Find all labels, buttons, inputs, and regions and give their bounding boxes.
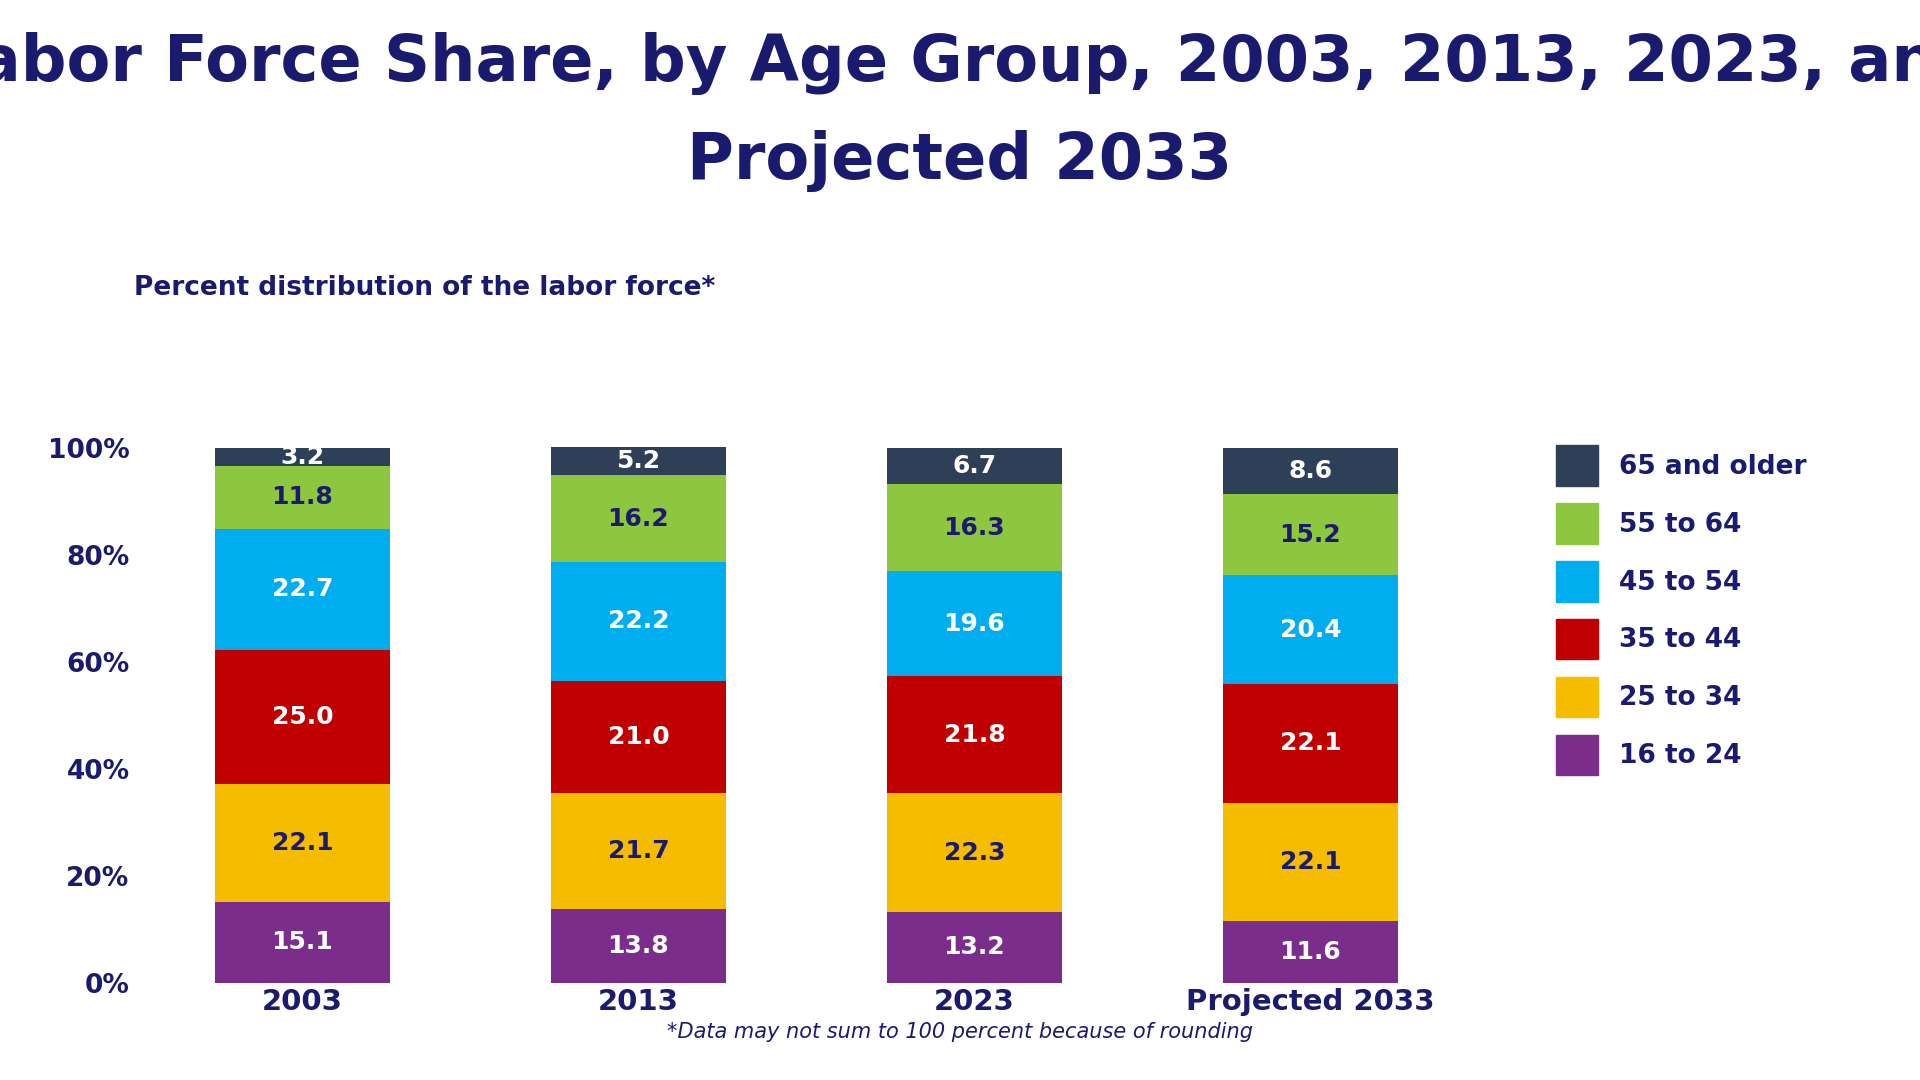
Bar	[551, 909, 726, 983]
Text: *Data may not sum to 100 percent because of rounding: *Data may not sum to 100 percent because…	[666, 1022, 1254, 1042]
Text: Percent distribution of the labor force*: Percent distribution of the labor force*	[134, 275, 716, 301]
Text: 11.8: 11.8	[271, 485, 334, 509]
Text: 21.7: 21.7	[607, 839, 670, 863]
Text: 15.2: 15.2	[1279, 523, 1342, 546]
Bar	[215, 448, 390, 465]
Bar	[215, 902, 390, 983]
Bar	[1223, 448, 1398, 494]
Text: 22.7: 22.7	[271, 578, 334, 602]
Text: 3.2: 3.2	[280, 445, 324, 469]
Text: 16.2: 16.2	[607, 507, 670, 530]
Bar	[1223, 494, 1398, 576]
Text: 5.2: 5.2	[616, 449, 660, 473]
Text: 22.1: 22.1	[271, 831, 334, 855]
Text: 13.8: 13.8	[607, 934, 670, 958]
Text: Projected 2033: Projected 2033	[687, 130, 1233, 191]
Bar	[551, 562, 726, 680]
Text: 11.6: 11.6	[1279, 940, 1342, 963]
Text: 19.6: 19.6	[943, 612, 1006, 636]
Text: 22.3: 22.3	[943, 840, 1006, 865]
Text: 25.0: 25.0	[271, 705, 334, 729]
Text: 22.1: 22.1	[1279, 731, 1342, 755]
Text: 15.1: 15.1	[271, 930, 334, 955]
Bar	[887, 913, 1062, 983]
Bar	[887, 793, 1062, 913]
Bar	[551, 447, 726, 475]
Bar	[215, 465, 390, 529]
Bar	[1223, 685, 1398, 802]
Bar	[1223, 576, 1398, 685]
Bar	[887, 676, 1062, 793]
Bar	[887, 448, 1062, 484]
Legend: 65 and older, 55 to 64, 45 to 54, 35 to 44, 25 to 34, 16 to 24: 65 and older, 55 to 64, 45 to 54, 35 to …	[1546, 434, 1818, 786]
Text: Labor Force Share, by Age Group, 2003, 2013, 2023, and: Labor Force Share, by Age Group, 2003, 2…	[0, 32, 1920, 95]
Bar	[215, 784, 390, 902]
Bar	[887, 484, 1062, 571]
Bar	[551, 680, 726, 793]
Text: 13.2: 13.2	[943, 935, 1006, 959]
Text: 16.3: 16.3	[943, 516, 1006, 540]
Bar	[551, 475, 726, 562]
Text: 8.6: 8.6	[1288, 459, 1332, 483]
Bar	[1223, 802, 1398, 921]
Bar	[551, 793, 726, 909]
Text: 21.0: 21.0	[607, 725, 670, 748]
Bar	[1223, 921, 1398, 983]
Text: 20.4: 20.4	[1279, 618, 1342, 642]
Bar	[215, 529, 390, 650]
Bar	[215, 650, 390, 784]
Text: 22.2: 22.2	[607, 609, 670, 633]
Text: 6.7: 6.7	[952, 455, 996, 478]
Bar	[887, 571, 1062, 676]
Text: 21.8: 21.8	[943, 723, 1006, 746]
Text: 22.1: 22.1	[1279, 850, 1342, 874]
